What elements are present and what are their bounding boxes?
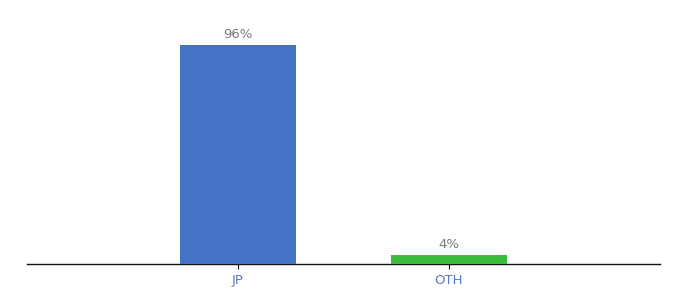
Text: 4%: 4% (439, 238, 459, 251)
Bar (391, 255, 507, 264)
Bar (180, 45, 296, 264)
Text: 96%: 96% (223, 28, 253, 41)
